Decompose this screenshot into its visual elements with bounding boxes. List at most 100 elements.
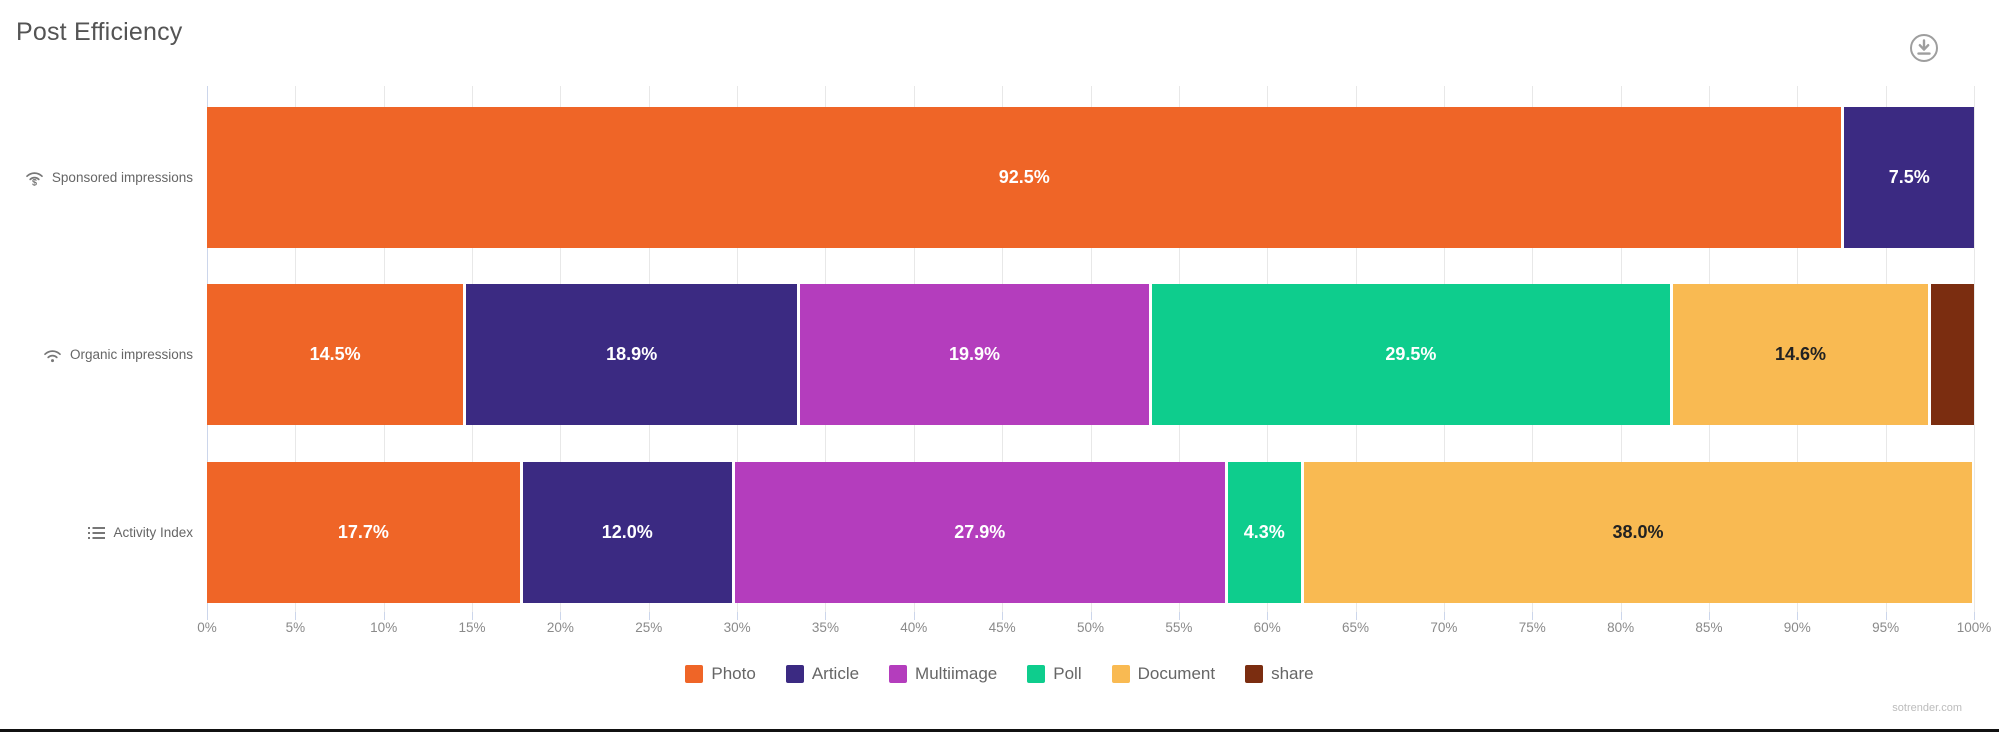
category-label-organic-impressions: Organic impressions (43, 345, 193, 365)
chart-legend: Photo Article Multiimage Poll Document share (0, 664, 1999, 684)
bar-segment-multiimage[interactable]: 19.9% (797, 284, 1149, 425)
segment-value-label: 7.5% (1888, 167, 1930, 187)
bar-segment-document[interactable]: 38.0% (1300, 462, 1973, 603)
bar-segment-article[interactable]: 18.9% (463, 284, 798, 425)
axis-tick (1974, 612, 1975, 620)
svg-text:$: $ (32, 178, 37, 186)
x-axis-tick-label: 50% (1076, 620, 1105, 635)
axis-tick (1443, 612, 1445, 620)
segment-value-label: 27.9% (954, 522, 1006, 542)
legend-swatch (889, 665, 908, 683)
axis-tick (1267, 612, 1269, 620)
wifi-icon (43, 347, 62, 363)
bar-segment-document[interactable]: 14.6% (1670, 284, 1929, 425)
segment-value-label: 17.7% (337, 522, 389, 542)
segment-value-label: 29.5% (1385, 344, 1437, 364)
segment-value-label: 4.3% (1243, 522, 1285, 542)
legend-label: Multiimage (915, 664, 998, 683)
bar-segment-article[interactable]: 7.5% (1841, 107, 1974, 248)
x-axis-tick-label: 85% (1695, 620, 1723, 635)
x-axis-tick-label: 0% (197, 620, 217, 635)
segment-value-label: 92.5% (998, 167, 1050, 187)
axis-tick (1090, 612, 1092, 620)
list-icon (88, 526, 106, 540)
wifi-dollar-icon: $ (25, 169, 44, 186)
legend-item-article[interactable]: Article (785, 664, 860, 684)
axis-tick (1178, 612, 1180, 620)
axis-tick (1532, 612, 1534, 620)
bar-segment-photo[interactable]: 17.7% (207, 462, 520, 603)
axis-tick (295, 612, 297, 620)
axis-tick (1708, 612, 1710, 620)
bar-segment-photo[interactable]: 14.5% (207, 284, 464, 425)
axis-tick (913, 612, 915, 620)
bar-segment-share[interactable] (1928, 284, 1974, 425)
legend-swatch (1111, 665, 1130, 683)
legend-label: share (1271, 664, 1314, 683)
x-axis-tick-label: 15% (458, 620, 486, 635)
x-axis-tick-label: 5% (285, 620, 306, 635)
axis-tick (737, 612, 739, 620)
x-axis-tick-label: 80% (1607, 620, 1635, 635)
axis-tick (207, 612, 208, 620)
axis-tick (560, 612, 562, 620)
bar-segment-photo[interactable]: 92.5% (207, 107, 1842, 248)
bar-row: 92.5% 7.5% (207, 107, 1974, 248)
legend-swatch (1245, 665, 1264, 683)
bar-row: 14.5% 18.9% 19.9% 29.5% 14.6% (207, 284, 1974, 425)
x-axis-tick-label: 95% (1872, 620, 1900, 635)
legend-swatch (1027, 665, 1046, 683)
bar-segment-poll[interactable]: 29.5% (1148, 284, 1671, 425)
category-label-sponsored-impressions: $ Sponsored impressions (25, 168, 193, 188)
legend-item-photo[interactable]: Photo (685, 664, 756, 684)
axis-tick (1002, 612, 1004, 620)
legend-label: Article (811, 664, 860, 683)
x-axis-tick-label: 35% (811, 620, 839, 635)
legend-label: Photo (711, 664, 756, 683)
x-axis-tick-label: 70% (1430, 620, 1458, 635)
legend-item-multiimage[interactable]: Multiimage (889, 664, 997, 684)
category-label-text: Sponsored impressions (51, 170, 193, 185)
x-axis-tick-label: 90% (1783, 620, 1811, 635)
x-axis-tick-label: 60% (1253, 620, 1281, 635)
watermark: sotrender.com (1892, 702, 1962, 714)
segment-value-label: 14.6% (1775, 344, 1827, 364)
legend-swatch (685, 665, 704, 683)
x-axis-tick-label: 40% (900, 620, 928, 635)
legend-item-poll[interactable]: Poll (1027, 664, 1082, 684)
x-axis-tick-label: 75% (1518, 620, 1546, 635)
axis-tick (472, 612, 474, 620)
page-title: Post Efficiency (16, 18, 183, 46)
axis-tick (648, 612, 650, 620)
legend-label: Poll (1053, 664, 1082, 683)
segment-value-label: 18.9% (606, 344, 658, 364)
legend-swatch (785, 665, 804, 683)
category-label-activity-index: Activity Index (88, 523, 193, 543)
x-axis-tick-label: 45% (988, 620, 1016, 635)
x-axis-tick-label: 55% (1165, 620, 1193, 635)
legend-item-share[interactable]: share (1245, 664, 1314, 684)
x-axis-tick-label: 65% (1342, 620, 1370, 635)
download-icon (1910, 34, 1938, 62)
axis-tick (1355, 612, 1357, 620)
bar-segment-poll[interactable]: 4.3% (1224, 462, 1301, 603)
x-axis-tick-label: 30% (723, 620, 751, 635)
axis-tick (1797, 612, 1799, 620)
legend-label: Document (1137, 664, 1216, 683)
segment-value-label: 19.9% (948, 344, 1000, 364)
bar-segment-multiimage[interactable]: 27.9% (731, 462, 1225, 603)
x-axis-tick-label: 10% (370, 620, 398, 635)
x-axis-tick-label: 20% (546, 620, 574, 635)
legend-item-document[interactable]: Document (1111, 664, 1216, 684)
axis-tick (1620, 612, 1622, 620)
bar-segment-article[interactable]: 12.0% (519, 462, 732, 603)
x-axis-tick-label: 25% (635, 620, 663, 635)
axis-tick (383, 612, 385, 620)
segment-value-label: 12.0% (601, 522, 653, 542)
segment-value-label: 38.0% (1612, 522, 1664, 542)
category-label-text: Activity Index (113, 525, 193, 540)
segment-value-label: 14.5% (309, 344, 361, 364)
plot-area: 92.5% 7.5% 14.5% 18.9% 19.9% 29.5% 14.6% 17.7% 1… (207, 86, 1975, 620)
download-button[interactable] (1908, 32, 1940, 64)
